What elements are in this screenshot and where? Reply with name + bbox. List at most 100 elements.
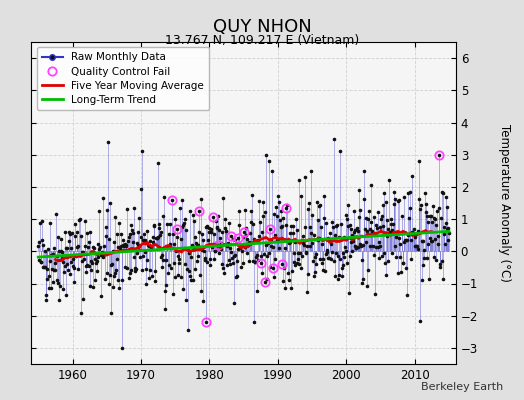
- Point: [405, 190, 413, 196]
- Point: [206, 226, 215, 233]
- Point: [127, 266, 136, 273]
- Point: [374, 209, 382, 216]
- Point: [187, 276, 195, 283]
- Point: [79, 296, 88, 302]
- Point: [66, 271, 74, 277]
- Point: [169, 291, 177, 298]
- Point: [88, 259, 96, 266]
- Point: [240, 229, 248, 236]
- Point: [149, 234, 157, 240]
- Point: [193, 252, 202, 259]
- Point: [369, 243, 377, 250]
- Point: [356, 207, 365, 213]
- Point: [224, 240, 232, 247]
- Point: [188, 241, 196, 248]
- Point: [342, 212, 350, 218]
- Point: [273, 212, 281, 219]
- Point: [100, 243, 108, 249]
- Point: [158, 252, 167, 258]
- Point: [162, 256, 170, 263]
- Point: [281, 222, 290, 229]
- Point: [278, 223, 287, 230]
- Point: [90, 244, 98, 251]
- Point: [180, 220, 188, 226]
- Point: [342, 248, 351, 254]
- Point: [232, 274, 240, 280]
- Point: [57, 236, 66, 242]
- Point: [356, 241, 364, 248]
- Point: [372, 222, 380, 228]
- Point: [401, 237, 409, 243]
- Point: [168, 231, 177, 238]
- Point: [85, 239, 93, 246]
- Point: [80, 243, 89, 249]
- Point: [291, 239, 300, 246]
- Point: [394, 198, 402, 204]
- Point: [51, 266, 60, 273]
- Point: [215, 250, 224, 256]
- Point: [198, 247, 206, 254]
- Point: [369, 252, 378, 258]
- Point: [91, 256, 99, 262]
- Point: [301, 249, 310, 256]
- Point: [225, 220, 233, 226]
- Point: [258, 270, 266, 276]
- Point: [136, 186, 145, 192]
- Point: [85, 283, 94, 289]
- Point: [441, 241, 449, 247]
- Point: [358, 276, 367, 282]
- Point: [195, 208, 204, 214]
- Point: [213, 224, 221, 231]
- Point: [76, 216, 84, 222]
- Point: [120, 243, 128, 249]
- Point: [191, 266, 199, 273]
- Point: [398, 230, 407, 236]
- Point: [128, 239, 137, 245]
- Point: [418, 238, 427, 244]
- Point: [433, 233, 442, 240]
- Point: [310, 232, 319, 238]
- Point: [293, 250, 302, 256]
- Point: [261, 209, 269, 216]
- Point: [34, 243, 42, 249]
- Point: [230, 253, 238, 260]
- Point: [61, 244, 70, 251]
- Point: [36, 259, 45, 266]
- Point: [243, 250, 251, 256]
- Point: [229, 236, 237, 242]
- Point: [321, 268, 329, 274]
- Point: [118, 237, 127, 243]
- Point: [90, 250, 99, 257]
- Point: [311, 268, 320, 275]
- Point: [46, 258, 54, 265]
- Point: [169, 241, 178, 248]
- Point: [121, 241, 129, 247]
- Point: [429, 254, 438, 260]
- Point: [412, 231, 421, 237]
- Point: [355, 214, 364, 220]
- Point: [285, 276, 293, 283]
- Point: [80, 256, 88, 262]
- Point: [92, 260, 100, 266]
- Point: [231, 236, 239, 243]
- Point: [287, 285, 295, 291]
- Point: [443, 204, 451, 210]
- Point: [70, 279, 79, 285]
- Point: [143, 228, 151, 234]
- Point: [126, 230, 135, 237]
- Point: [351, 243, 359, 250]
- Point: [116, 245, 124, 251]
- Point: [87, 258, 95, 264]
- Point: [421, 190, 429, 196]
- Point: [35, 257, 43, 263]
- Point: [250, 258, 259, 265]
- Point: [330, 258, 338, 264]
- Point: [83, 262, 91, 268]
- Point: [72, 253, 80, 260]
- Point: [421, 208, 430, 215]
- Point: [312, 261, 321, 267]
- Point: [148, 239, 157, 245]
- Point: [251, 259, 259, 266]
- Point: [339, 250, 347, 256]
- Point: [380, 250, 389, 256]
